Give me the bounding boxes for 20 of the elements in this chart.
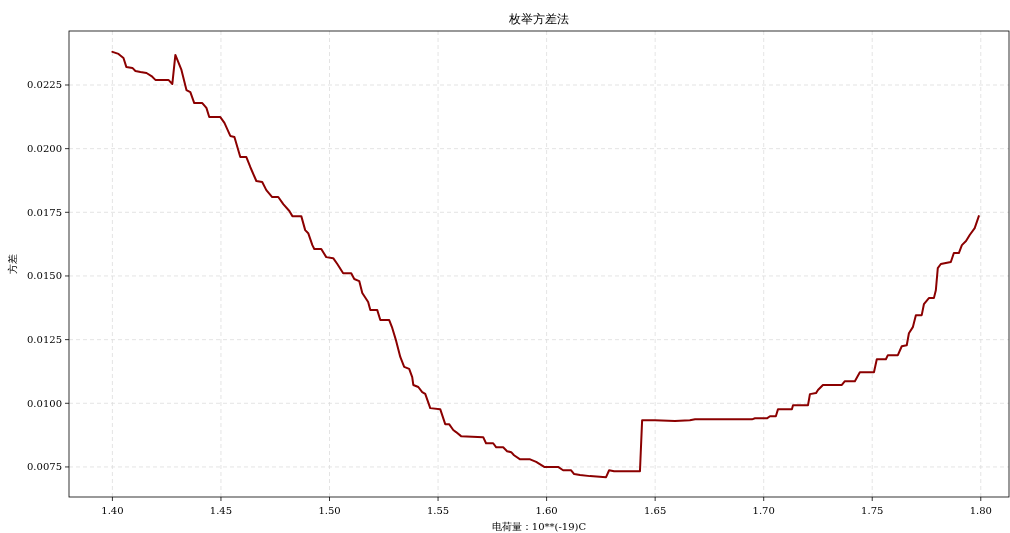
x-tick-label: 1.50 <box>318 505 341 516</box>
x-tick-label: 1.80 <box>969 505 992 516</box>
y-tick-label: 0.0125 <box>27 334 62 346</box>
x-tick-label: 1.40 <box>101 505 124 516</box>
y-tick-label: 0.0175 <box>27 206 62 218</box>
y-tick-label: 0.0150 <box>27 270 62 282</box>
y-tick-label: 0.0225 <box>27 79 62 91</box>
line-series <box>111 50 980 479</box>
chart-title: 枚举方差法 <box>508 12 569 26</box>
x-tick-label: 1.70 <box>752 505 775 516</box>
y-tick-label: 0.0075 <box>27 461 62 473</box>
x-tick-label: 1.45 <box>209 505 233 516</box>
x-tick-label: 1.65 <box>644 505 667 516</box>
y-tick-label: 0.0100 <box>27 397 62 409</box>
x-tick-label: 1.75 <box>861 505 884 516</box>
x-tick-label: 1.55 <box>426 505 450 516</box>
x-tick-label: 1.60 <box>535 505 558 516</box>
x-axis-title: 电荷量：10**(-19)C <box>491 521 587 532</box>
y-axis-title: 方差 <box>7 254 18 274</box>
y-tick-label: 0.0200 <box>27 143 62 155</box>
